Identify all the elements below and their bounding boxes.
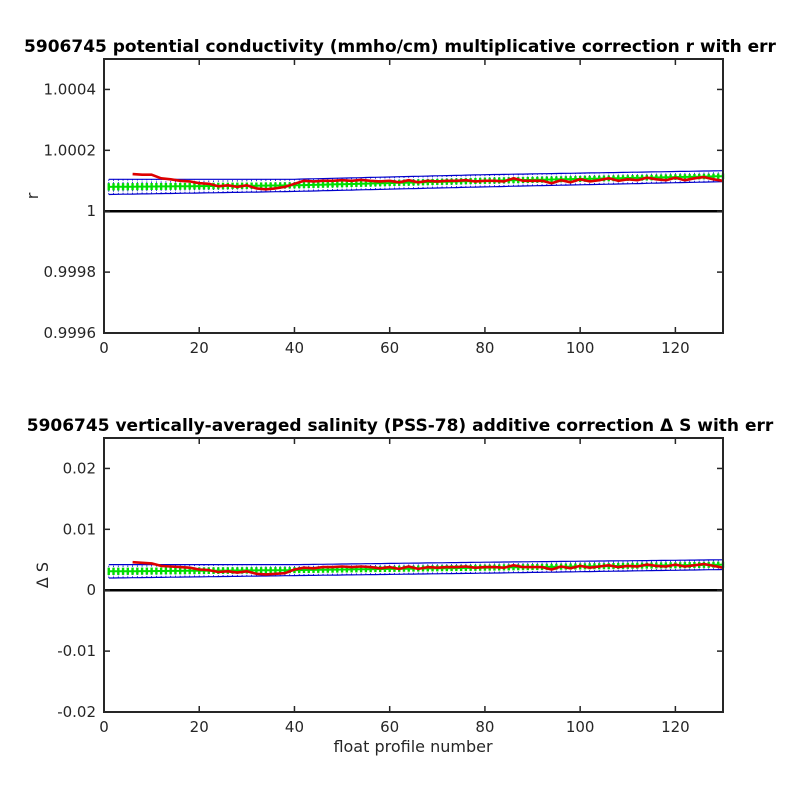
y-tick-label: 0.01: [63, 520, 96, 538]
axis-ticks: 0 20 40 60 80 100 120 0.9996 0.9998 1 1.0002 1.0004: [44, 59, 723, 357]
x-tick-label: 60: [380, 339, 399, 357]
conductivity-correction-chart: 5906745 potential conductivity (mmho/cm)…: [23, 37, 777, 357]
band-lower-edge: [108, 181, 724, 196]
y-tick-label: 0.9998: [44, 263, 97, 281]
x-tick-label: 20: [190, 718, 209, 736]
y-tick-label: 0.02: [63, 459, 96, 477]
chart-title: 5906745 potential conductivity (mmho/cm)…: [24, 37, 776, 57]
y-tick-label: -0.01: [57, 642, 96, 660]
profile-correction-line: [132, 560, 724, 576]
y-tick-label: 0: [86, 581, 96, 599]
x-tick-label: 80: [475, 339, 494, 357]
x-tick-label: 20: [190, 339, 209, 357]
profile-correction-line: [132, 172, 724, 191]
plot-marks: [104, 170, 725, 213]
x-tick-label: 40: [285, 718, 304, 736]
plot-marks: [104, 559, 725, 592]
plot-frame: [103, 58, 724, 334]
x-tick-label: 60: [380, 718, 399, 736]
x-tick-label: 0: [99, 339, 109, 357]
axis-ticks: 0 20 40 60 80 100 120 -0.02 -0.01 0 0.01 0.02: [57, 438, 723, 736]
y-tick-label: 1.0004: [44, 80, 97, 98]
y-tick-label: 1.0002: [44, 141, 97, 159]
y-tick-label: 1: [86, 202, 96, 220]
x-tick-label: 100: [566, 339, 595, 357]
y-axis-label: Δ S: [33, 562, 52, 588]
x-tick-label: 0: [99, 718, 109, 736]
band-upper-edge: [108, 559, 723, 566]
x-tick-label: 120: [661, 339, 690, 357]
x-tick-label: 80: [475, 718, 494, 736]
y-tick-label: -0.02: [57, 703, 96, 721]
x-tick-label: 40: [285, 339, 304, 357]
x-axis-label: float profile number: [333, 737, 493, 756]
y-tick-label: 0.9996: [44, 324, 97, 342]
chart-title: 5906745 vertically-averaged salinity (PS…: [27, 416, 774, 436]
salinity-correction-chart: 5906745 vertically-averaged salinity (PS…: [27, 416, 774, 756]
band-lower-edge: [108, 568, 724, 579]
y-axis-label: r: [23, 192, 42, 199]
x-tick-label: 120: [661, 718, 690, 736]
x-tick-label: 100: [566, 718, 595, 736]
plot-frame: [103, 437, 724, 713]
band-upper-edge: [108, 170, 724, 180]
